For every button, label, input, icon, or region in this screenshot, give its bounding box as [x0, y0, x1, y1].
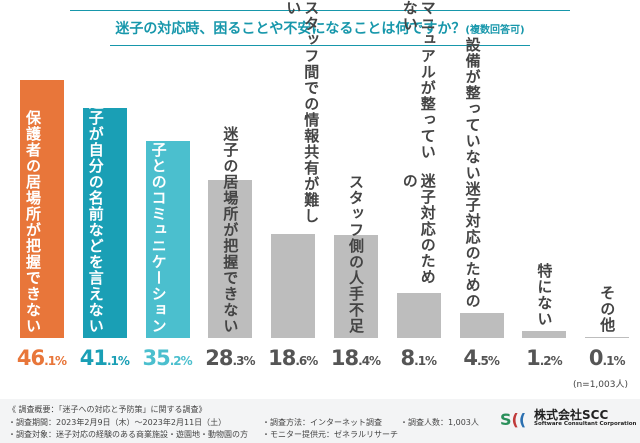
- category-label: 特にない: [535, 263, 553, 327]
- category-label: スタッフ側の人手不足: [347, 174, 365, 334]
- footer-period: ・調査期間：2023年2月9日（木）～2023年2月11日（土）: [8, 418, 227, 427]
- value-label: 8.1%: [400, 346, 438, 370]
- bar-chart: 保護者の居場所が 把握できない 46.1% 迷子が自分の名前などを 言えない 41.1% 迷…: [16, 0, 630, 370]
- bar-5: [271, 233, 316, 338]
- category-label: 迷子が自分の名前などを 言えない: [87, 94, 105, 334]
- category-label: 迷子との コミュニケーション: [150, 126, 168, 334]
- bar-10: [585, 337, 630, 338]
- bar-3: [145, 141, 190, 338]
- sample-size-note: (n=1,003人): [572, 380, 628, 390]
- survey-footer: 《 調査概要：「迷子への対応と予防策」に関する調査》 ・調査期間：2023年2月…: [0, 399, 640, 443]
- category-label-line: 迷子対応のための: [463, 180, 482, 309]
- footer-method: ・調査方法：インターネット調査: [262, 418, 382, 427]
- bar-1: [20, 80, 64, 338]
- category-label-line: 設備が整っていない: [463, 36, 482, 181]
- footer-heading: 《 調査概要：「迷子への対応と予防策」に関する調査》: [8, 405, 207, 414]
- bar-6: [334, 235, 378, 338]
- value-label: 0.1%: [588, 346, 626, 370]
- category-label-line: 迷子対応のための: [400, 173, 437, 286]
- value-label: 28.3%: [205, 346, 255, 370]
- category-label-line: 迷子の居場所が把握できない: [221, 126, 240, 334]
- category-label-line: 把握できない: [24, 238, 42, 334]
- footer-target: ・調査対象：迷子対応の経験のある商業施設・遊園地・動物園の方: [8, 430, 248, 439]
- category-label: マニュアルが整っていない迷子対応のための: [401, 0, 437, 289]
- company-subtitle: Software Consultant Corporation: [534, 421, 637, 427]
- value-label: 46.1%: [16, 346, 67, 370]
- value-label: 41.1%: [79, 346, 130, 370]
- value-label: 35.2%: [142, 346, 193, 370]
- category-label-line: 言えない: [86, 270, 105, 334]
- category-label-line: 迷子との: [149, 126, 168, 190]
- category-label-line: スタッフ間での情報共有が難しい: [284, 0, 321, 224]
- category-label-line: マニュアルが整っていない: [400, 0, 437, 160]
- category-label: その他: [598, 285, 616, 333]
- category-label: 迷子の居場所が把握できない: [221, 126, 239, 334]
- category-label-line: その他: [598, 285, 617, 334]
- category-label: 保護者の居場所が 把握できない: [24, 110, 42, 334]
- category-label-line: 保護者の居場所が: [24, 110, 42, 238]
- chart-title: 迷子の対応時、困ることや不安になることは何ですか？(複数回答可): [115, 21, 525, 37]
- bar-4: [208, 179, 253, 338]
- category-label-line: コミュニケーション: [149, 190, 168, 334]
- category-label: 設備が整っていない 迷子対応のための: [464, 37, 482, 309]
- footer-count: ・調査人数：1,003人: [400, 418, 479, 427]
- bar-9: [522, 331, 567, 338]
- footer-provider: ・モニター提供元：ゼネラルリサーチ: [262, 430, 398, 439]
- company-name: 株式会社SCC: [534, 408, 609, 422]
- category-label-line: 迷子が自分の名前などを: [86, 94, 105, 270]
- value-label: 18.4%: [330, 346, 381, 370]
- value-label: 18.6%: [268, 346, 318, 370]
- title-rule-bottom: [110, 45, 530, 46]
- title-rule-top: [70, 10, 570, 11]
- category-label-line: スタッフ側の人手不足: [347, 174, 365, 334]
- category-label: スタッフ間での情報共有が難しい: [284, 0, 320, 230]
- bar-2: [82, 107, 127, 338]
- bar-7: [396, 292, 441, 338]
- company-logo: S((: [500, 410, 527, 429]
- bar-8: [459, 312, 504, 338]
- value-label: 1.2%: [526, 346, 563, 370]
- value-label: 4.5%: [463, 346, 500, 370]
- category-label-line: 特にない: [535, 263, 554, 328]
